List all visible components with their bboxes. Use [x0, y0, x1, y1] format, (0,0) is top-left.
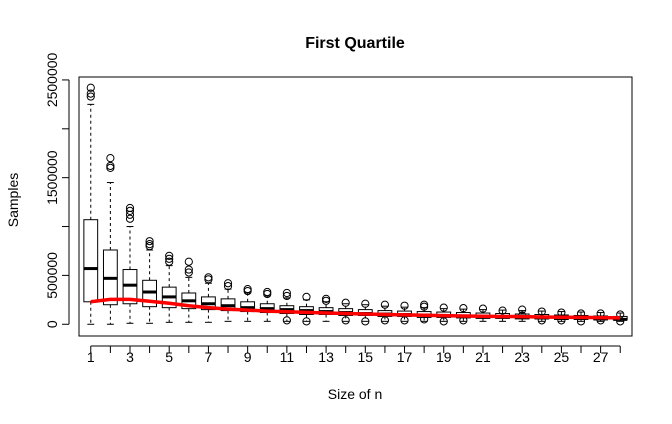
outlier-point — [498, 306, 507, 315]
outlier-point — [439, 303, 448, 312]
outlier-point — [341, 316, 350, 325]
outlier-point — [86, 92, 95, 101]
boxplot-series — [83, 83, 628, 326]
x-tick-label: 9 — [244, 349, 252, 365]
box-17 — [397, 301, 412, 325]
outlier-point — [165, 251, 174, 260]
outlier-point — [86, 89, 95, 98]
outlier-point — [302, 292, 311, 302]
outlier-point — [165, 257, 174, 266]
outlier-point — [263, 287, 272, 297]
y-tick-label: 2500000 — [44, 52, 60, 107]
outlier-point — [204, 273, 213, 282]
outlier-point — [165, 254, 174, 263]
outlier-point — [125, 214, 135, 223]
plot-frame — [78, 76, 633, 337]
box-21 — [475, 304, 491, 322]
outlier-point — [537, 307, 546, 316]
x-tick-label: 5 — [165, 349, 173, 365]
box-4 — [142, 237, 157, 324]
box-2 — [102, 154, 118, 325]
x-tick-label: 7 — [205, 349, 213, 365]
y-tick-label: 500000 — [44, 252, 60, 299]
y-tick-label: 0 — [44, 320, 60, 328]
x-tick-label: 1 — [87, 349, 95, 365]
outlier-point — [321, 294, 331, 303]
box-8 — [220, 279, 236, 322]
x-tick-label: 17 — [397, 349, 413, 365]
box-10 — [259, 287, 275, 322]
outlier-point — [243, 284, 252, 294]
outlier-point — [361, 317, 370, 326]
x-tick-label: 27 — [593, 349, 609, 365]
chart-title: First Quartile — [305, 35, 405, 52]
outlier-point — [184, 268, 193, 277]
x-tick-label: 19 — [436, 349, 452, 365]
box-23 — [514, 305, 530, 322]
outlier-point — [341, 298, 350, 307]
outlier-point — [616, 310, 625, 319]
outlier-point — [145, 237, 154, 246]
y-tick-label: 1500000 — [44, 150, 60, 205]
outlier-point — [459, 304, 468, 313]
outlier-point — [478, 304, 488, 313]
outlier-point — [223, 279, 233, 288]
box-5 — [161, 251, 177, 323]
x-axis: 1 3 5 7 9 11 13 15 17 19 21 23 25 27 — [87, 345, 621, 365]
x-axis-label: Size of n — [328, 386, 382, 402]
box-18 — [416, 300, 432, 324]
outlier-point — [282, 291, 291, 301]
box-12 — [299, 292, 314, 326]
outlier-point — [184, 257, 193, 266]
outlier-point — [361, 299, 370, 308]
box-16 — [377, 300, 393, 325]
box-13 — [318, 294, 334, 322]
outlier-point — [302, 317, 311, 326]
outlier-point — [518, 305, 527, 314]
outlier-point — [400, 316, 409, 325]
box-7 — [201, 273, 216, 323]
outlier-point — [125, 206, 135, 215]
box-3 — [122, 203, 138, 324]
red-trend-line — [90, 297, 621, 320]
box-6 — [181, 257, 197, 323]
box-1 — [83, 83, 99, 325]
outlier-point — [145, 240, 154, 249]
x-tick-label: 25 — [554, 349, 570, 365]
outlier-point — [282, 288, 291, 298]
outlier-point — [420, 300, 429, 309]
outlier-point — [106, 154, 115, 163]
outlier-point — [380, 316, 390, 325]
x-tick-label: 15 — [358, 349, 374, 365]
outlier-point — [125, 203, 135, 213]
outlier-point — [282, 316, 291, 325]
x-tick-label: 3 — [126, 349, 134, 365]
box-22 — [495, 306, 510, 322]
outlier-point — [106, 161, 115, 171]
outlier-point — [184, 265, 193, 274]
outlier-point — [439, 317, 448, 326]
iqr-box — [83, 219, 99, 303]
box-9 — [240, 284, 256, 322]
outlier-point — [223, 282, 233, 291]
outlier-point — [86, 83, 95, 92]
box-11 — [279, 288, 295, 325]
x-tick-label: 11 — [280, 349, 295, 365]
y-axis-label: Samples — [5, 173, 21, 227]
outlier-point — [400, 301, 409, 310]
outlier-point — [380, 300, 390, 309]
y-axis: 0 500000 1500000 2500000 — [44, 52, 70, 328]
x-tick-label: 21 — [475, 349, 491, 365]
x-tick-label: 23 — [514, 349, 530, 365]
box-14 — [338, 298, 354, 325]
x-tick-label: 13 — [318, 349, 334, 365]
